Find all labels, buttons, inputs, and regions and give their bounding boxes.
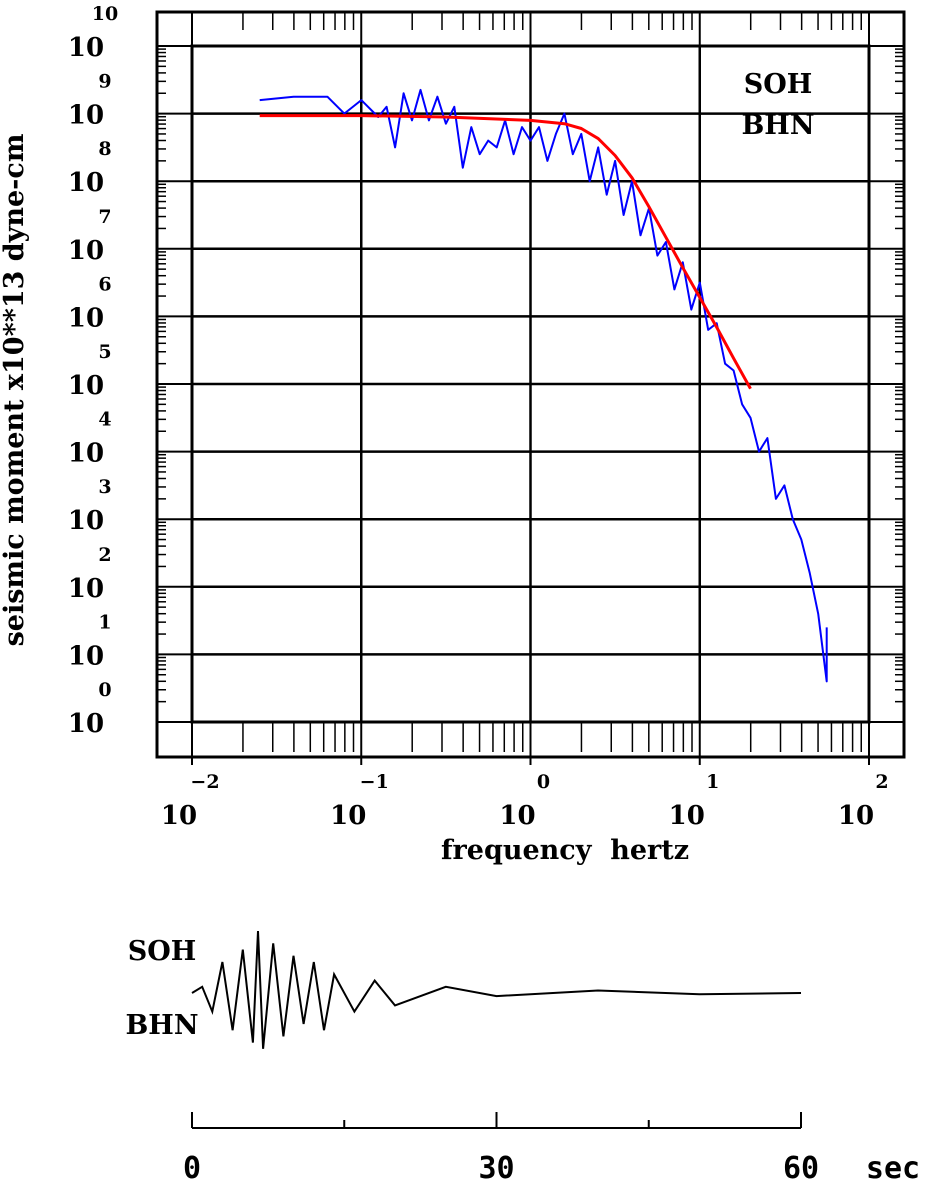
y-tick-labels: 10 0 10 1 10 2 10 3 10 4 10 5 10 6 10 7 10 8 10 9 10 10 xyxy=(68,3,118,739)
y-tick-base: 10 xyxy=(68,33,104,63)
spectrum-ticks xyxy=(157,12,904,765)
y-tick-exponent: 4 xyxy=(98,409,111,431)
x-tick-base: 10 xyxy=(330,801,366,831)
y-tick-base: 10 xyxy=(68,236,104,266)
y-tick-base: 10 xyxy=(68,709,104,739)
y-tick-base: 10 xyxy=(68,641,104,671)
y-tick-base: 10 xyxy=(68,371,104,401)
time-tick-label: 30 xyxy=(478,1151,514,1184)
y-tick-exponent: 2 xyxy=(98,544,111,566)
y-tick-base: 10 xyxy=(68,439,104,469)
station-label-trace: SOH xyxy=(128,936,197,967)
y-tick-exponent: 9 xyxy=(98,71,111,93)
y-tick-base: 10 xyxy=(68,574,104,604)
seismogram-line xyxy=(191,930,802,1049)
y-axis-title: seismic moment x10**13 dyne-cm xyxy=(0,134,30,647)
time-unit-label: sec xyxy=(866,1151,920,1184)
x-tick-exponent: 2 xyxy=(875,771,888,793)
x-tick-base: 10 xyxy=(669,801,705,831)
y-tick-base: 10 xyxy=(68,303,104,333)
x-tick-exponent: 0 xyxy=(537,771,550,793)
y-tick-base: 10 xyxy=(68,101,104,131)
y-tick-exponent: 0 xyxy=(98,679,111,701)
channel-label-spectrum: BHN xyxy=(741,110,814,141)
y-tick-exponent: 6 xyxy=(98,273,111,295)
x-tick-exponent: 1 xyxy=(706,771,719,793)
observed-spectrum-line xyxy=(259,88,828,683)
y-tick-base: 10 xyxy=(68,168,104,198)
x-axis-title: frequency hertz xyxy=(441,835,689,866)
time-tick-label: 0 xyxy=(183,1151,201,1184)
x-tick-base: 10 xyxy=(499,801,535,831)
station-label-spectrum: SOH xyxy=(744,69,813,100)
spectrum-grid xyxy=(192,46,869,722)
x-tick-base: 10 xyxy=(838,801,874,831)
time-axis: 0 30 60 xyxy=(183,1112,819,1184)
spectrum-series xyxy=(259,88,828,683)
y-tick-exponent: 7 xyxy=(98,206,111,228)
model-fit-line xyxy=(259,114,752,390)
seismogram-trace xyxy=(191,930,802,1049)
x-tick-exponent: −1 xyxy=(360,771,389,793)
x-tick-exponent: −2 xyxy=(190,771,219,793)
y-tick-exponent: 1 xyxy=(98,611,111,633)
y-tick-exponent: 10 xyxy=(92,3,118,25)
y-tick-exponent: 8 xyxy=(98,138,111,160)
y-tick-exponent: 3 xyxy=(98,476,111,498)
channel-label-trace: BHN xyxy=(125,1010,198,1041)
y-tick-exponent: 5 xyxy=(98,341,111,363)
x-tick-base: 10 xyxy=(161,801,197,831)
time-tick-label: 60 xyxy=(783,1151,819,1184)
y-tick-base: 10 xyxy=(68,506,104,536)
